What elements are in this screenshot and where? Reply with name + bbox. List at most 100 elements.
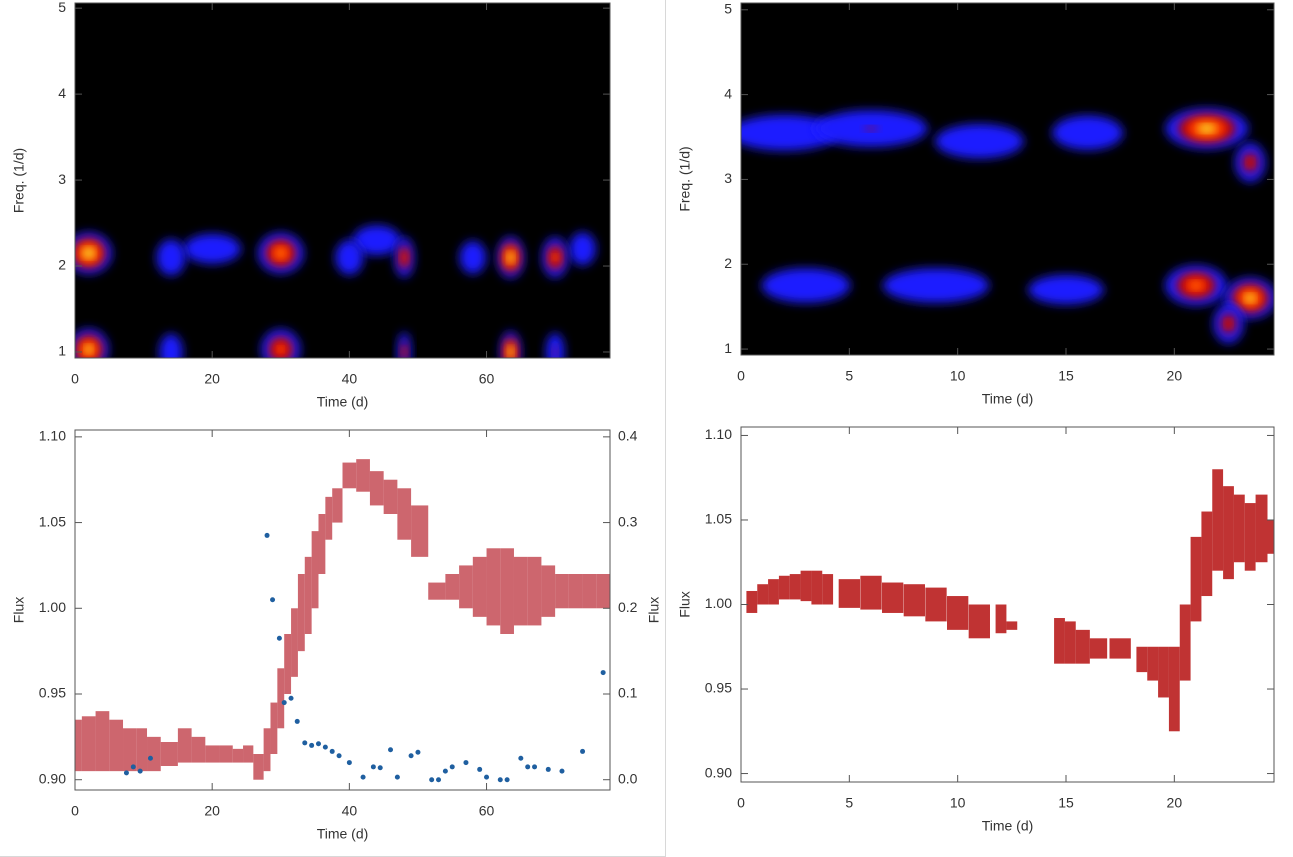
flux-band	[778, 575, 790, 600]
data-point	[309, 742, 315, 748]
power-blob	[1246, 295, 1254, 302]
flux-band	[191, 736, 206, 763]
data-point	[559, 768, 565, 774]
flux-band	[428, 582, 446, 600]
y-axis-label: Flux	[677, 591, 693, 617]
flux-band	[445, 574, 460, 600]
data-point	[388, 747, 394, 753]
power-blob	[882, 268, 990, 303]
flux-band	[253, 754, 264, 780]
flux-band	[160, 742, 178, 766]
data-point	[377, 765, 383, 771]
data-point	[518, 755, 524, 761]
x-axis-label: Time (d)	[982, 818, 1034, 834]
y-tick-label: 2	[58, 257, 66, 273]
data-point	[264, 532, 270, 538]
y2-axis-label: Flux	[646, 597, 662, 623]
flux-band	[860, 575, 882, 610]
x-tick-label: 40	[342, 803, 358, 819]
y-tick-label: 5	[58, 0, 66, 15]
data-point	[442, 768, 448, 774]
flux-band	[1109, 638, 1131, 659]
flux-band	[541, 565, 556, 617]
flux-band	[1255, 494, 1268, 563]
power-blob	[1247, 158, 1253, 166]
data-point	[276, 635, 282, 641]
flux-band	[1147, 646, 1159, 681]
flux-band	[397, 488, 412, 540]
x-tick-label: 20	[1167, 368, 1183, 384]
y-tick-label: 0.95	[39, 685, 66, 701]
flux-band	[1233, 494, 1245, 563]
flux-band	[568, 574, 583, 609]
flux-band	[513, 556, 528, 626]
y-tick-label: 5	[724, 0, 732, 16]
power-blob	[508, 253, 514, 262]
data-point	[147, 755, 153, 761]
y2-tick-label: 0.0	[618, 770, 638, 786]
y-tick-label: 3	[724, 170, 732, 186]
flux-band	[527, 556, 542, 626]
flux-band	[882, 582, 904, 613]
power-blob	[1225, 320, 1232, 328]
flux-band	[177, 728, 192, 763]
flux-band	[1223, 486, 1234, 580]
flux-band	[925, 587, 947, 622]
data-point	[288, 695, 294, 701]
x-tick-label: 0	[71, 803, 79, 819]
data-point	[123, 770, 129, 776]
flux-band	[109, 719, 124, 772]
flux-band	[342, 462, 357, 489]
x-tick-label: 0	[737, 795, 745, 811]
data-point	[477, 766, 483, 772]
data-point	[545, 766, 551, 772]
flux-band	[284, 634, 292, 694]
flux-band	[472, 556, 487, 617]
flux-band	[1201, 511, 1213, 597]
x-tick-label: 0	[737, 368, 745, 384]
y-tick-label: 0.95	[705, 680, 732, 696]
power-blob	[401, 251, 408, 264]
y2-tick-label: 0.2	[618, 599, 638, 615]
flux-band	[746, 590, 758, 613]
x-tick-label: 60	[479, 371, 495, 387]
data-point	[137, 768, 143, 774]
data-point	[336, 753, 342, 759]
flux-band	[369, 471, 384, 506]
x-tick-label: 15	[1058, 368, 1074, 384]
flux-band	[356, 459, 370, 492]
plot-area	[75, 3, 610, 358]
flux-band	[903, 584, 925, 617]
flux-band	[757, 584, 769, 605]
x-tick-label: 5	[845, 368, 853, 384]
power-blob	[508, 348, 513, 356]
flux-band	[147, 736, 161, 772]
flux-band	[411, 505, 429, 557]
y-tick-label: 1.05	[39, 513, 66, 529]
flux-band	[136, 728, 148, 772]
x-axis-label: Time (d)	[317, 394, 369, 410]
flux-band	[500, 548, 514, 634]
power-blob	[553, 347, 558, 357]
flux-band	[995, 604, 1007, 634]
flux-band	[243, 745, 254, 763]
y-tick-label: 1	[724, 340, 732, 356]
power-blob	[402, 348, 407, 356]
flux-band	[75, 719, 82, 772]
y-axis-label: Freq. (1/d)	[677, 146, 693, 211]
power-blob	[276, 248, 286, 258]
flux-band	[325, 496, 333, 540]
flux-band	[1054, 618, 1065, 664]
y-axis-label: Freq. (1/d)	[11, 148, 27, 213]
y-tick-label: 1.10	[39, 428, 66, 444]
flux-band	[95, 711, 110, 772]
data-point	[130, 764, 136, 770]
flux-band	[789, 574, 801, 600]
x-tick-label: 20	[204, 371, 220, 387]
plot-marks	[741, 108, 1274, 344]
x-tick-label: 10	[950, 368, 966, 384]
power-blob	[278, 347, 283, 352]
flux-band	[270, 702, 278, 754]
x-axis-label: Time (d)	[317, 826, 369, 842]
power-blob	[546, 332, 565, 358]
